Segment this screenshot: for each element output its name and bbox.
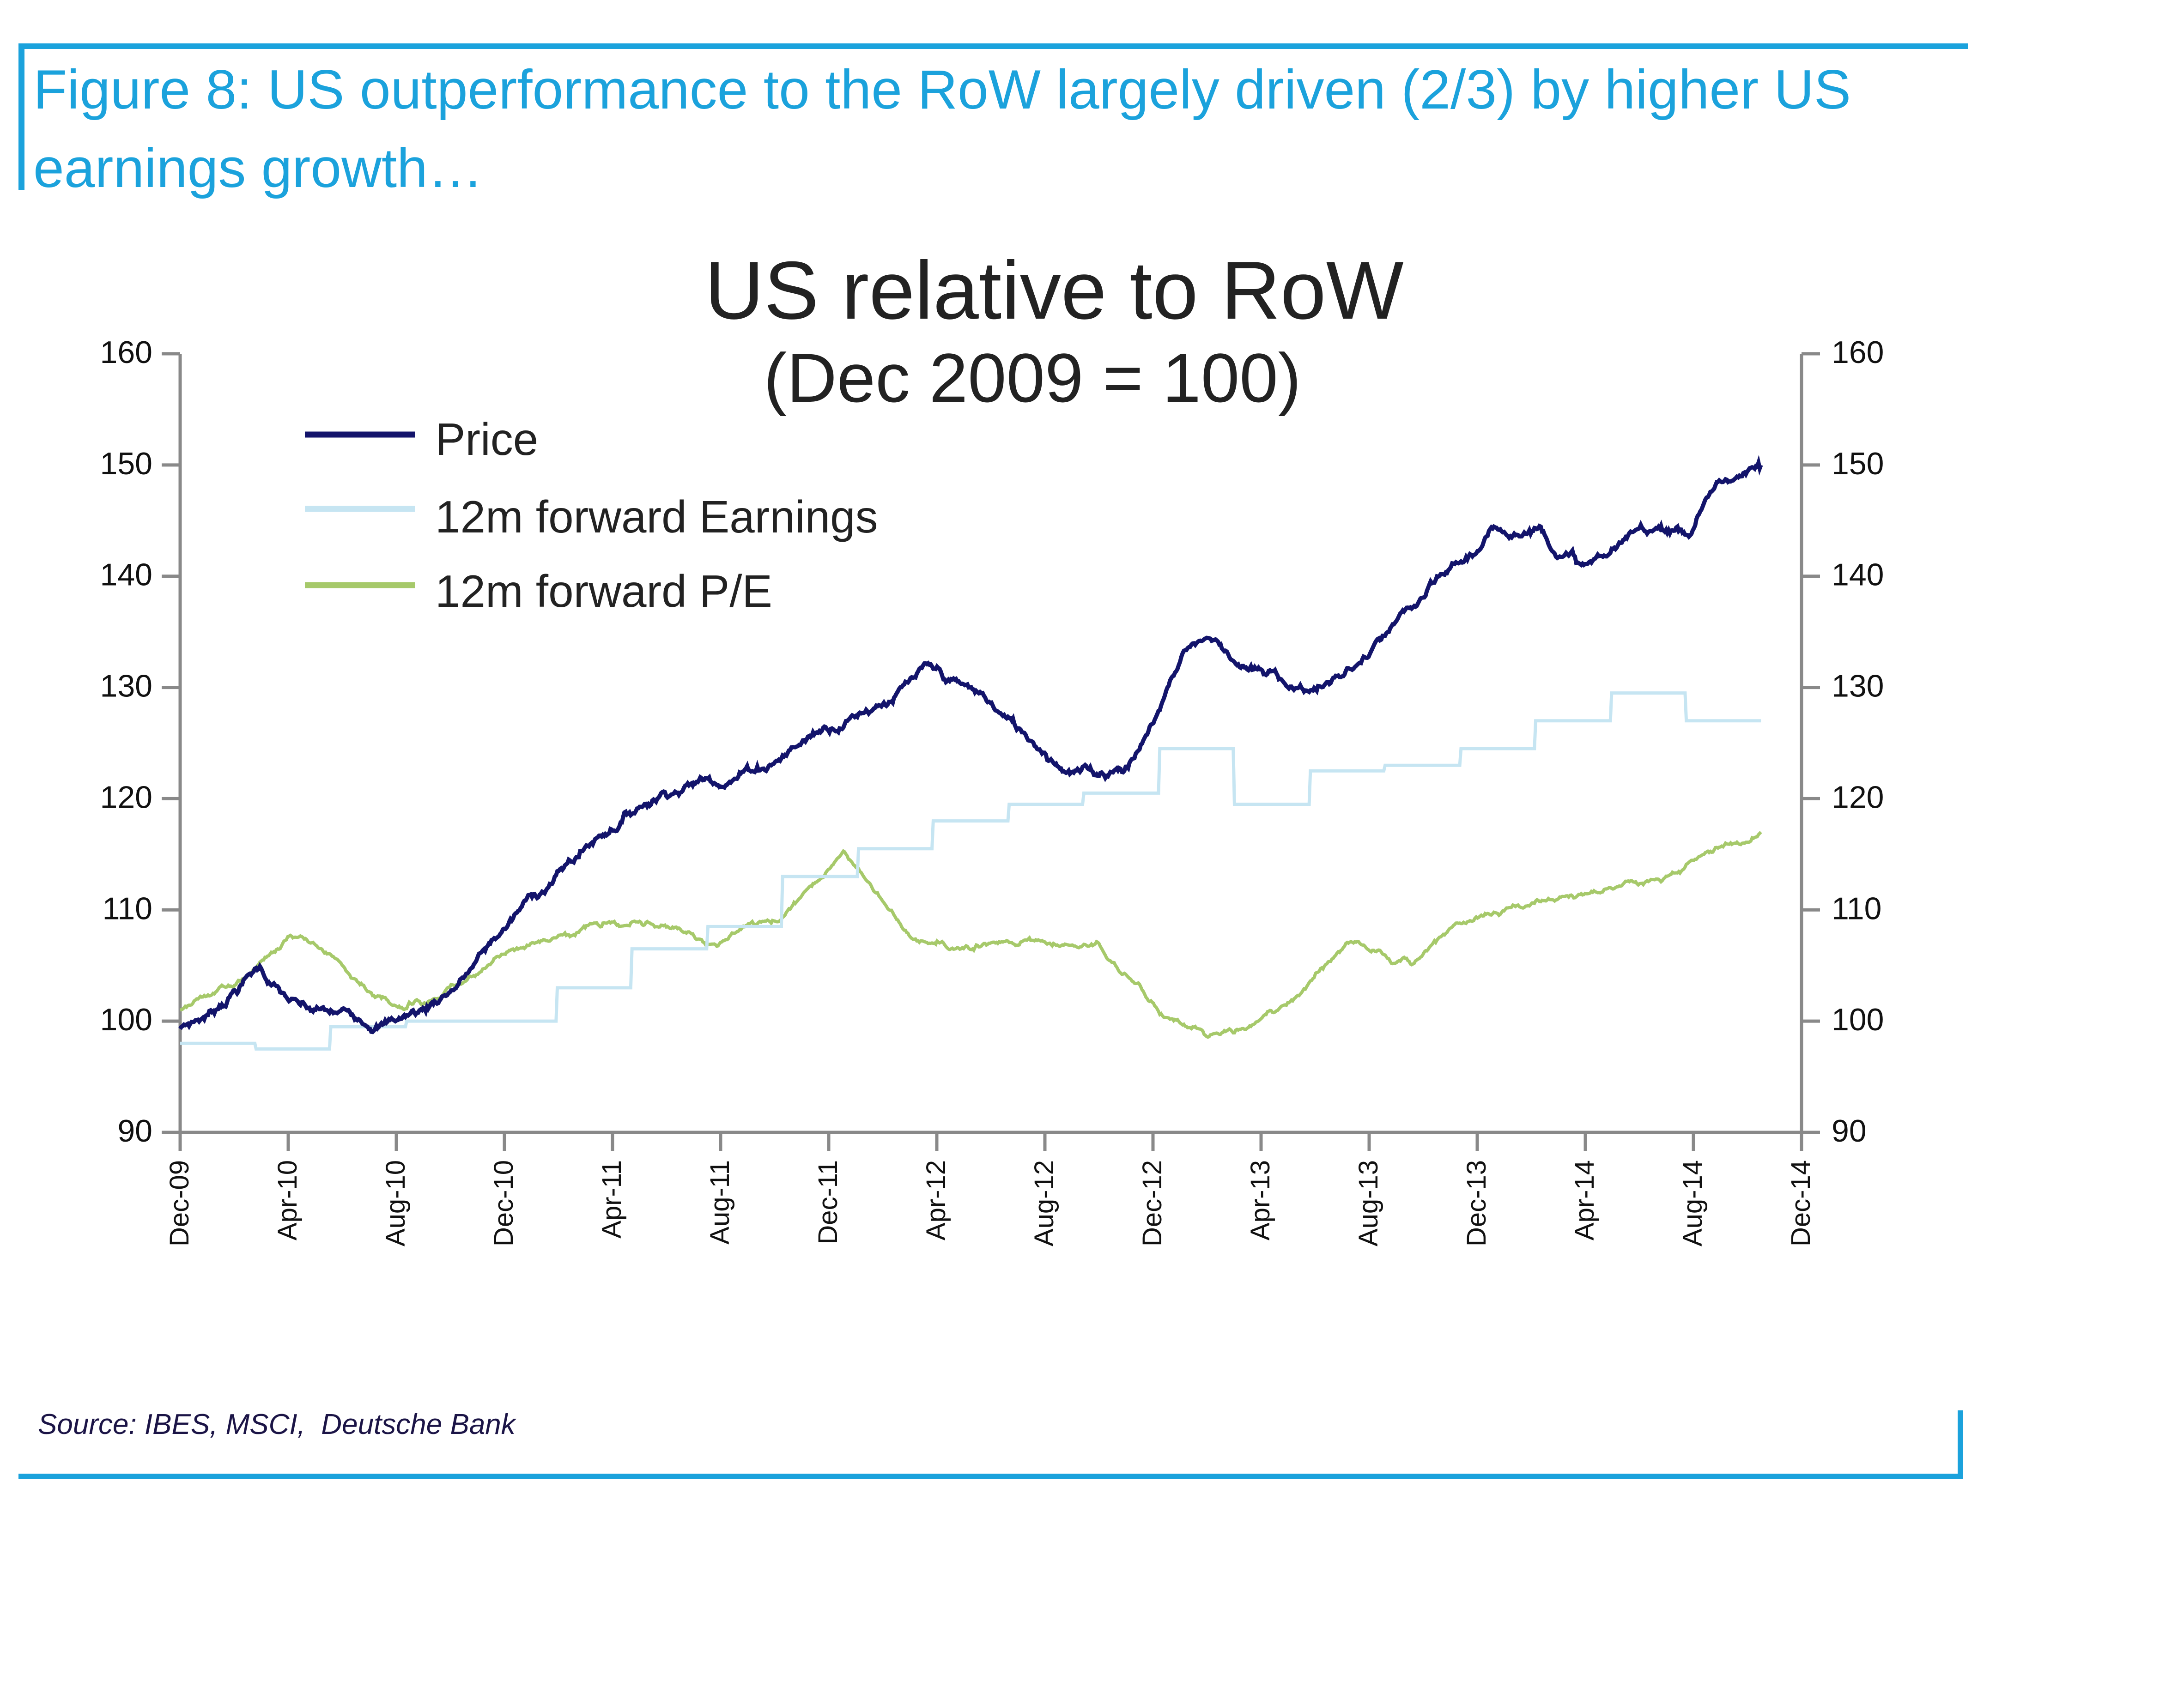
svg-text:Apr-10: Apr-10 <box>273 1160 303 1240</box>
svg-text:Aug-10: Aug-10 <box>381 1160 411 1246</box>
svg-text:Dec-14: Dec-14 <box>1786 1160 1816 1246</box>
svg-text:12m forward Earnings: 12m forward Earnings <box>435 491 878 542</box>
svg-text:Dec-09: Dec-09 <box>164 1160 194 1246</box>
svg-text:100: 100 <box>100 1002 152 1037</box>
svg-text:130: 130 <box>100 669 152 704</box>
svg-text:110: 110 <box>103 891 152 926</box>
svg-text:160: 160 <box>100 335 152 370</box>
svg-text:Dec-12: Dec-12 <box>1137 1160 1167 1246</box>
svg-text:Aug-14: Aug-14 <box>1678 1160 1708 1246</box>
svg-text:150: 150 <box>100 446 152 481</box>
svg-text:Apr-13: Apr-13 <box>1245 1160 1275 1240</box>
svg-text:12m forward P/E: 12m forward P/E <box>435 566 772 617</box>
svg-text:Apr-11: Apr-11 <box>597 1160 627 1239</box>
svg-text:Apr-12: Apr-12 <box>921 1160 951 1240</box>
svg-text:Price: Price <box>435 414 538 465</box>
svg-text:90: 90 <box>117 1113 152 1149</box>
svg-text:US relative to RoW: US relative to RoW <box>704 244 1403 336</box>
svg-text:Dec-10: Dec-10 <box>489 1160 519 1246</box>
svg-text:120: 120 <box>100 780 152 815</box>
svg-text:150: 150 <box>1832 446 1884 481</box>
svg-text:Aug-11: Aug-11 <box>705 1160 735 1245</box>
svg-text:140: 140 <box>1832 557 1884 593</box>
svg-text:Aug-12: Aug-12 <box>1029 1160 1059 1246</box>
svg-text:110: 110 <box>1832 891 1881 926</box>
svg-text:Aug-13: Aug-13 <box>1353 1160 1383 1246</box>
svg-text:Dec-11: Dec-11 <box>813 1160 843 1245</box>
svg-text:90: 90 <box>1832 1113 1867 1149</box>
svg-text:100: 100 <box>1832 1002 1884 1037</box>
svg-text:130: 130 <box>1832 669 1884 704</box>
svg-text:140: 140 <box>100 557 152 593</box>
svg-text:Source: IBES, MSCI, Deutsche: Source: IBES, MSCI, Deutsche Bank <box>38 1409 517 1440</box>
svg-text:160: 160 <box>1832 335 1884 370</box>
svg-text:(Dec 2009 = 100): (Dec 2009 = 100) <box>764 339 1301 417</box>
svg-text:120: 120 <box>1832 780 1884 815</box>
svg-text:Apr-14: Apr-14 <box>1570 1160 1600 1240</box>
svg-text:Dec-13: Dec-13 <box>1462 1160 1492 1246</box>
